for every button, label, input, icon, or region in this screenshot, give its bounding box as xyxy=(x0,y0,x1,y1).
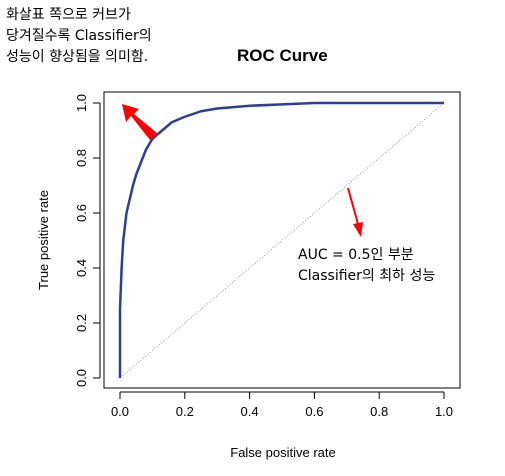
x-tick-label: 0.2 xyxy=(176,404,194,419)
random-classifier-diagonal xyxy=(119,102,445,379)
y-axis-label: True positive rate xyxy=(36,190,51,290)
y-tick-label: 0.6 xyxy=(74,204,89,222)
x-tick-label: 0.4 xyxy=(241,404,259,419)
top-annotation-line: 화살표 쪽으로 커브가 xyxy=(6,7,131,23)
diagonal-annotation-line: AUC = 0.5인 부분 xyxy=(298,247,414,263)
y-tick-label: 1.0 xyxy=(74,94,89,112)
y-tick-label: 0.8 xyxy=(74,149,89,167)
x-axis: 0.0 0.2 0.4 0.6 0.8 1.0 xyxy=(111,391,453,419)
x-tick-label: 0.8 xyxy=(370,404,388,419)
x-axis-label: False positive rate xyxy=(230,445,336,460)
diagonal-annotation: AUC = 0.5인 부분 Classifier의 최하 성능 xyxy=(298,245,435,287)
annotation-arrows xyxy=(122,104,363,237)
x-tick-label: 0.0 xyxy=(111,404,129,419)
roc-curve-line xyxy=(118,101,444,378)
diagonal-pointer-arrow xyxy=(347,187,359,225)
top-annotation-line: 당겨질수록 Classifier의 xyxy=(6,28,152,44)
diagonal-annotation-line: Classifier의 최하 성능 xyxy=(298,268,436,284)
chart-title: ROC Curve xyxy=(237,46,328,65)
diagonal-pointer-arrowhead xyxy=(353,222,363,237)
y-axis: 0.0 0.2 0.4 0.6 0.8 1.0 xyxy=(74,94,101,387)
x-tick-label: 1.0 xyxy=(435,404,453,419)
top-annotation-line: 성능이 향상됨을 의미함. xyxy=(6,49,149,65)
y-tick-label: 0.2 xyxy=(74,314,89,332)
plot-frame xyxy=(103,91,461,389)
top-annotation: 화살표 쪽으로 커브가 당겨질수록 Classifier의 성능이 향상됨을 의… xyxy=(6,5,152,68)
top-left-arrow xyxy=(122,104,157,140)
x-tick-label: 0.6 xyxy=(305,404,323,419)
y-tick-label: 0.4 xyxy=(74,259,89,277)
y-tick-label: 0.0 xyxy=(74,369,89,387)
series-layer xyxy=(118,101,445,379)
